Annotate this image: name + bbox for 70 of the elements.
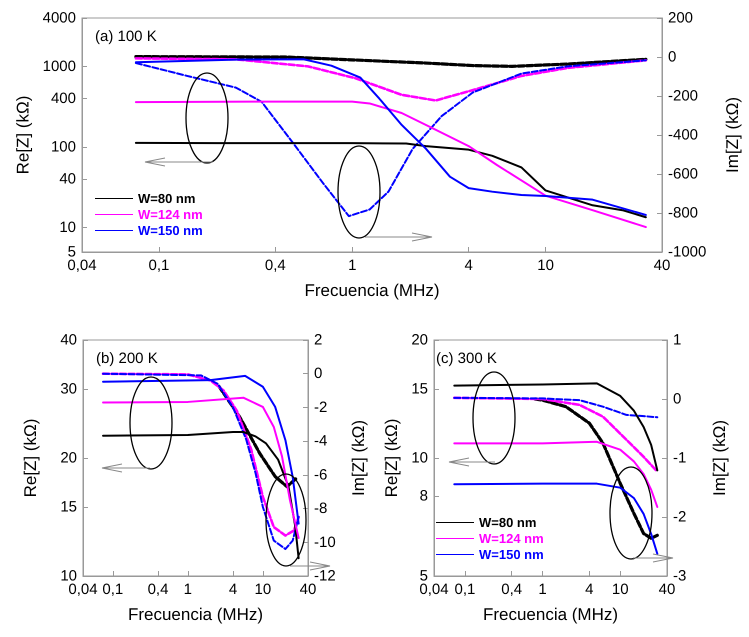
y-tick-label: 20 bbox=[60, 450, 77, 466]
y-tick-label: 1000 bbox=[42, 58, 76, 76]
x-axis-title: Frecuencia (MHz) bbox=[304, 281, 440, 300]
y2-tick-label: -10 bbox=[314, 534, 336, 551]
y2-tick-label: 0 bbox=[668, 48, 676, 66]
y-tick-label: 8 bbox=[420, 487, 428, 504]
y2-tick-label: -12 bbox=[314, 568, 336, 584]
y-tick-label: 20 bbox=[411, 332, 428, 348]
legend-label: W=80 nm bbox=[479, 515, 536, 530]
y-axis-title: Re[Z] (kΩ) bbox=[14, 96, 33, 174]
legend-label: W=150 nm bbox=[138, 223, 203, 238]
y2-tick-label: -8 bbox=[314, 500, 328, 518]
legend-label: W=150 nm bbox=[479, 547, 544, 562]
x-tick-label: 10 bbox=[612, 581, 629, 598]
x-tick-label: 1 bbox=[184, 581, 192, 598]
y2-tick-label: -6 bbox=[314, 466, 328, 484]
y2-axis-title: Im[Z] (kΩ) bbox=[349, 420, 368, 496]
x-tick-label: 0,4 bbox=[501, 581, 522, 598]
y2-tick-label: 1 bbox=[673, 332, 682, 348]
y-tick-label: 40 bbox=[60, 332, 77, 348]
y2-tick-label: 0 bbox=[314, 365, 322, 382]
y2-tick-label: -400 bbox=[668, 126, 698, 144]
x-tick-label: 40 bbox=[300, 581, 316, 598]
x-tick-label: 0,4 bbox=[264, 257, 286, 274]
x-tick-label: 4 bbox=[585, 581, 594, 598]
y2-axis-title: Im[Z] (kΩ) bbox=[710, 420, 729, 496]
y-tick-label: 10 bbox=[59, 219, 76, 236]
y2-tick-label: 2 bbox=[314, 332, 322, 348]
y2-tick-label: 200 bbox=[668, 10, 694, 26]
x-tick-label: 1 bbox=[538, 581, 547, 598]
x-tick-label: 40 bbox=[658, 581, 676, 598]
y-axis-title: Re[Z] (kΩ) bbox=[21, 418, 40, 498]
y-tick-label: 40 bbox=[59, 170, 76, 188]
y-tick-label: 15 bbox=[60, 498, 77, 516]
x-tick-label: 10 bbox=[254, 581, 272, 598]
x-tick-label: 0,4 bbox=[148, 581, 168, 598]
x-tick-label: 4 bbox=[228, 581, 238, 598]
y2-tick-label: -3 bbox=[673, 568, 686, 584]
y2-tick-label: -600 bbox=[668, 166, 698, 182]
y2-tick-label: -2 bbox=[673, 508, 686, 526]
legend-label: W=124 nm bbox=[479, 531, 544, 546]
y-tick-label: 30 bbox=[60, 380, 77, 398]
y-tick-label: 100 bbox=[50, 138, 76, 156]
y-tick-label: 15 bbox=[411, 380, 428, 398]
y-tick-label: 10 bbox=[411, 450, 428, 466]
x-tick-label: 1 bbox=[348, 257, 356, 274]
text: (b) 200 K bbox=[96, 350, 158, 367]
legend-label: W=80 nm bbox=[138, 191, 196, 206]
y2-tick-label: 0 bbox=[673, 390, 682, 408]
y-axis-title: Re[Z] (kΩ) bbox=[382, 418, 401, 498]
x-tick-label: 10 bbox=[537, 257, 554, 274]
y2-tick-label: -2 bbox=[314, 398, 328, 416]
x-tick-label: 0,1 bbox=[454, 581, 476, 598]
y2-tick-label: -200 bbox=[668, 88, 698, 104]
x-tick-label: 4 bbox=[464, 257, 473, 274]
text: (c) 300 K bbox=[436, 350, 497, 367]
y-tick-label: 4000 bbox=[42, 10, 76, 26]
x-tick-label: 0,1 bbox=[148, 257, 170, 274]
y2-axis-title: Im[Z] (kΩ) bbox=[723, 97, 742, 173]
x-axis-title: Frecuencia (MHz) bbox=[482, 605, 618, 624]
y-tick-label: 400 bbox=[50, 90, 76, 108]
y2-tick-label: -1000 bbox=[668, 244, 706, 260]
x-tick-label: 0,1 bbox=[102, 581, 124, 598]
y2-tick-label: -1 bbox=[673, 450, 686, 466]
text: (a) 100 K bbox=[95, 28, 157, 45]
y2-tick-label: -800 bbox=[668, 204, 698, 222]
x-tick-label: 40 bbox=[654, 257, 670, 274]
legend-label: W=124 nm bbox=[138, 207, 203, 222]
y2-tick-label: -4 bbox=[314, 432, 328, 450]
x-axis-title: Frecuencia (MHz) bbox=[128, 605, 264, 624]
